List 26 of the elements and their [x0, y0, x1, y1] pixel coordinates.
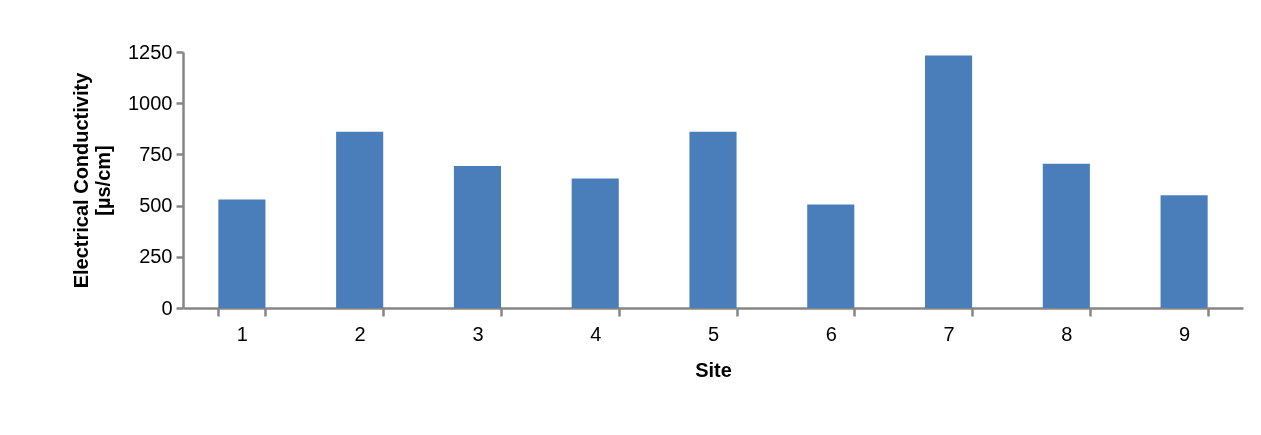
x-tick-label: 5: [707, 322, 720, 345]
y-tick-label: 750: [139, 142, 173, 165]
bar: [807, 204, 855, 308]
x-tick-label: 2: [354, 322, 366, 345]
bar: [218, 199, 266, 308]
x-tick-label: 9: [1179, 322, 1191, 345]
bar: [1160, 195, 1208, 308]
y-tick-label: 1250: [128, 40, 173, 63]
y-tick-label: 1000: [128, 91, 173, 114]
x-tick-label: 4: [590, 322, 602, 345]
bar: [1042, 163, 1090, 308]
bar: [689, 131, 737, 308]
x-axis-title: Site: [695, 358, 732, 381]
bar: [571, 178, 619, 308]
bar: [925, 55, 973, 308]
y-tick-label: 0: [161, 296, 173, 319]
bar: [453, 166, 501, 308]
y-tick-label: 500: [139, 194, 173, 217]
x-tick-label: 7: [943, 322, 955, 345]
x-tick-label: 1: [236, 322, 248, 345]
x-tick-label: 8: [1061, 322, 1073, 345]
x-tick-label: 3: [472, 322, 484, 345]
bar: [336, 131, 384, 308]
y-tick-label: 250: [139, 245, 173, 268]
x-tick-label: 6: [825, 322, 837, 345]
y-axis-title: Electrical Conductivity [µs/cm]: [70, 71, 115, 289]
